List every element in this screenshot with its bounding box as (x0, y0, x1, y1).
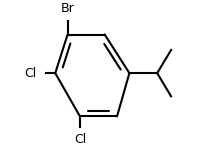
Text: Cl: Cl (74, 133, 86, 146)
Text: Cl: Cl (24, 67, 37, 80)
Text: Br: Br (61, 2, 74, 15)
